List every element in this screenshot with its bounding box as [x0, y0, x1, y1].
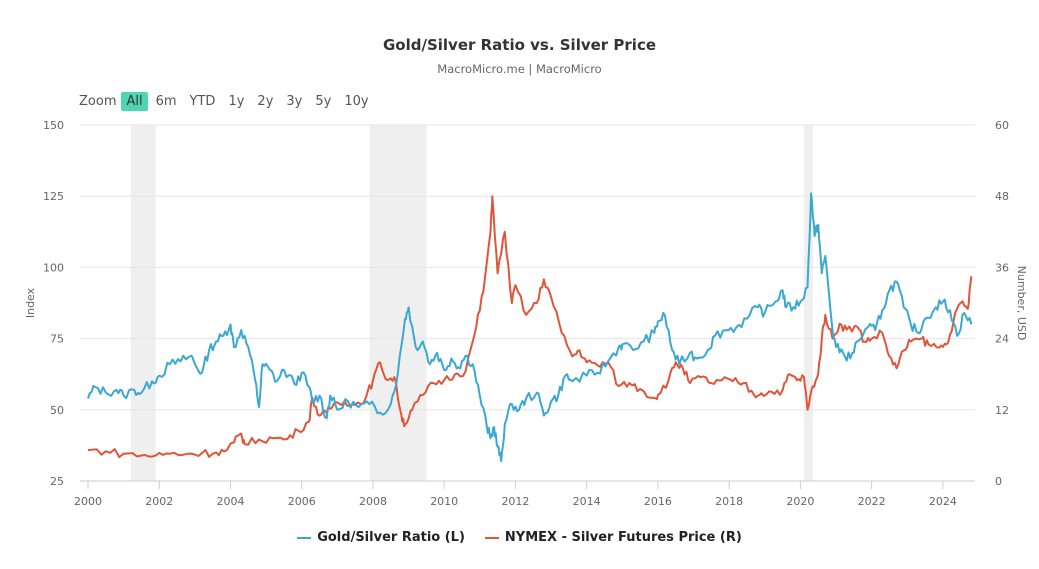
y-left-tick-label: 75 [50, 333, 64, 346]
legend: Gold/Silver Ratio (L) NYMEX - Silver Fut… [0, 530, 1039, 545]
x-tick-label: 2018 [715, 495, 743, 508]
legend-swatch-silver-futures [484, 536, 499, 539]
y-right-tick-label: 48 [995, 190, 1009, 203]
range-selector-label: Zoom [79, 93, 117, 109]
legend-item-silver-futures[interactable]: NYMEX - Silver Futures Price (R) [484, 530, 742, 545]
legend-label-silver-futures: NYMEX - Silver Futures Price (R) [504, 530, 742, 545]
x-tick-label: 2020 [786, 495, 814, 508]
y-right-tick-label: 60 [995, 119, 1009, 132]
x-tick-label: 2012 [501, 495, 529, 508]
range-button-5y[interactable]: 5y [315, 93, 332, 109]
y-axis-left: 150 125 100 75 50 25 [43, 119, 64, 488]
y-right-tick-label: 36 [995, 261, 1009, 274]
x-tick-label: 2000 [74, 495, 102, 508]
x-tick-label: 2008 [359, 495, 387, 508]
legend-swatch-gold-silver-ratio [297, 536, 312, 539]
y-left-tick-label: 150 [43, 119, 64, 132]
y-right-tick-label: 0 [995, 475, 1002, 488]
recession-band [803, 125, 813, 481]
range-button-6m[interactable]: 6m [155, 93, 177, 109]
x-tick-label: 2024 [929, 495, 957, 508]
recession-bands [130, 125, 813, 481]
x-tick-label: 2004 [216, 495, 244, 508]
range-button-1y[interactable]: 1y [228, 93, 245, 109]
range-button-2y[interactable]: 2y [257, 93, 274, 109]
y-left-tick-label: 125 [43, 190, 64, 203]
x-tick-label: 2014 [573, 495, 601, 508]
range-button-10y[interactable]: 10y [344, 93, 369, 109]
recession-band [369, 125, 427, 481]
x-tick-label: 2006 [288, 495, 316, 508]
x-tick-label: 2022 [858, 495, 886, 508]
chart-title: Gold/Silver Ratio vs. Silver Price [382, 36, 657, 54]
range-button-ytd[interactable]: YTD [189, 93, 216, 109]
x-axis: 2000 2002 2004 2006 2008 2010 2012 2014 2016 2018… [74, 480, 975, 508]
series-line-gold-silver-ratio [87, 192, 973, 463]
recession-band [130, 125, 156, 481]
x-tick-label: 2010 [430, 495, 458, 508]
legend-label-gold-silver-ratio: Gold/Silver Ratio (L) [317, 530, 465, 545]
y-right-tick-label: 24 [995, 333, 1009, 346]
series-lines [87, 192, 973, 463]
legend-item-gold-silver-ratio[interactable]: Gold/Silver Ratio (L) [297, 530, 465, 545]
chart-subtitle: MacroMicro.me | MacroMicro [437, 62, 602, 76]
y-axis-left-title: Index [24, 287, 37, 318]
x-tick-label: 2016 [644, 495, 672, 508]
y-left-tick-label: 25 [50, 475, 64, 488]
y-left-tick-label: 50 [50, 404, 64, 417]
range-button-3y[interactable]: 3y [286, 93, 303, 109]
x-tick-label: 2002 [145, 495, 173, 508]
range-selector: Zoom All 6m YTD 1y 2y 3y 5y 10y [79, 90, 377, 112]
series-line-silver-futures [87, 195, 973, 459]
y-right-tick-label: 12 [995, 404, 1009, 417]
gridlines [80, 124, 975, 482]
y-axis-right-title: Number, USD [1015, 266, 1028, 341]
y-axis-right: 60 48 36 24 12 0 [995, 119, 1009, 488]
y-left-tick-label: 100 [43, 261, 64, 274]
range-button-all[interactable]: All [121, 91, 148, 111]
